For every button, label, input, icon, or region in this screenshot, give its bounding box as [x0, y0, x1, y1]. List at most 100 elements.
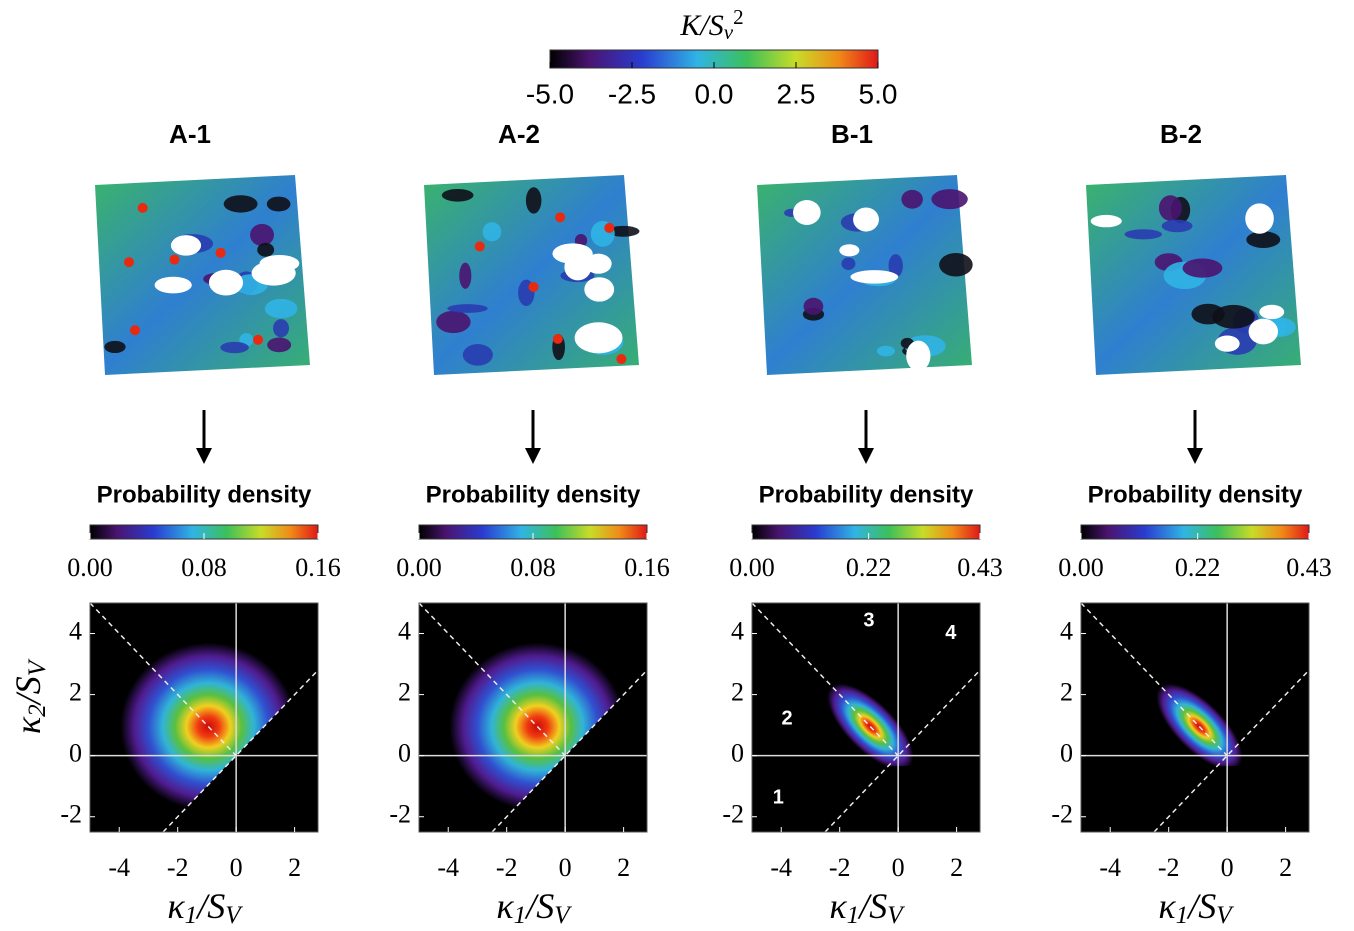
colorbar: [751, 524, 981, 540]
surface-spot: [441, 188, 474, 202]
surface: [95, 175, 310, 375]
y-tick-label: 2: [731, 678, 744, 707]
surface-hole: [259, 254, 300, 272]
surface-spot: [525, 187, 542, 214]
diagonal: [162, 669, 319, 833]
y-tick-label: -2: [389, 800, 411, 829]
surface-render: [1086, 175, 1301, 375]
surface-spot: [574, 233, 588, 247]
surface-spot: [273, 319, 289, 338]
colorbar-tick-label: 0.43: [1286, 553, 1332, 582]
panel-label: B-1: [831, 119, 873, 149]
surface-hole: [906, 340, 931, 372]
colorbar-tick-label: 0.08: [181, 553, 227, 582]
surface-spot: [447, 304, 488, 313]
label-part: K/S: [679, 9, 723, 42]
x-tick-label: 2: [950, 853, 963, 882]
y-tick-label: -2: [60, 800, 82, 829]
surface-hole: [585, 253, 612, 274]
axis-label: κ1/SV: [829, 886, 905, 929]
region-label: 4: [945, 622, 957, 644]
surface-render: [95, 175, 310, 375]
x-tick-label: 0: [559, 853, 572, 882]
y-tick-label: 2: [69, 678, 82, 707]
surface-hole: [1259, 304, 1285, 320]
plot-frame: [418, 602, 648, 833]
x-tick-label: -4: [770, 853, 792, 882]
surface-spot: [482, 222, 502, 242]
x-tick-label: -4: [437, 853, 459, 882]
colorbar-tick-label: 0.00: [729, 553, 775, 582]
surface-spot: [931, 189, 968, 210]
surface-spot: [266, 196, 291, 212]
surface-render: [424, 175, 640, 375]
surface-hole: [154, 276, 192, 294]
surface-spot: [607, 225, 640, 237]
surface-spot: [257, 242, 275, 257]
surface-spot: [1182, 258, 1223, 278]
plot-frame: [89, 602, 319, 833]
surface-hole: [839, 244, 860, 257]
panel-label: B-2: [1160, 119, 1202, 149]
surface-peak: [253, 334, 264, 345]
colorbar-tick-label: 5.0: [859, 78, 898, 109]
colorbar-tick-label: 0.43: [957, 553, 1003, 582]
region-label: 3: [863, 610, 874, 632]
label-part: /S: [857, 886, 887, 926]
surface-hole: [1214, 335, 1240, 352]
label-part: κ: [829, 886, 847, 926]
surface-spot: [220, 341, 249, 354]
label-part: 2: [733, 5, 744, 29]
surface-spot: [1246, 231, 1281, 248]
x-tick-label: 0: [230, 853, 243, 882]
surface-hole: [850, 270, 899, 284]
surface-spot: [250, 223, 275, 247]
diagonal: [1153, 669, 1310, 833]
colorbar-title: Probability density: [97, 481, 312, 508]
label-part: /S: [195, 886, 225, 926]
y-tick-label: 2: [398, 678, 411, 707]
surface-spot: [803, 297, 824, 315]
panel-label: A-1: [169, 119, 211, 149]
label-part: 1: [847, 902, 860, 929]
surface-spot: [1124, 229, 1163, 240]
axis-label: κ2/SV: [8, 658, 51, 734]
colorbar-tick-label: 0.22: [846, 553, 892, 582]
diagonal: [824, 669, 981, 833]
colorbar: [1080, 524, 1310, 540]
label-part: V: [1216, 902, 1234, 929]
surface-peak: [552, 333, 563, 344]
surface-spot: [888, 254, 903, 278]
arrow-head: [858, 448, 874, 464]
surface-peak: [528, 281, 539, 292]
x-tick-label: -4: [1099, 853, 1121, 882]
surface-spot: [1158, 195, 1182, 221]
surface-hole: [208, 269, 244, 296]
x-tick-label: 2: [288, 853, 301, 882]
y-tick-label: 0: [731, 739, 744, 768]
label-part: v: [724, 20, 734, 44]
y-tick-label: 2: [1060, 678, 1073, 707]
surface-hole: [793, 200, 821, 225]
label-part: /S: [1186, 886, 1216, 926]
x-tick-label: 2: [1279, 853, 1292, 882]
label-part: V: [24, 658, 51, 676]
plot-frame: [1080, 602, 1310, 833]
x-tick-label: -4: [108, 853, 130, 882]
axis-label: κ1/SV: [167, 886, 243, 929]
surface-spot: [1161, 219, 1193, 233]
x-tick-label: -2: [167, 853, 189, 882]
colorbar-tick-label: 0.0: [695, 78, 734, 109]
colorbar-title: Probability density: [426, 481, 641, 508]
y-tick-label: 4: [1060, 617, 1073, 646]
surface-peak: [215, 247, 226, 258]
x-tick-label: -2: [496, 853, 518, 882]
surface-peak: [137, 202, 148, 213]
y-tick-label: 4: [69, 617, 82, 646]
surface-hole: [1245, 203, 1274, 234]
surface-peak: [474, 241, 485, 252]
surface-spot: [459, 262, 472, 289]
surface-hole: [552, 243, 593, 264]
colorbar-tick-label: 0.08: [510, 553, 556, 582]
surface-hole: [1248, 318, 1279, 345]
